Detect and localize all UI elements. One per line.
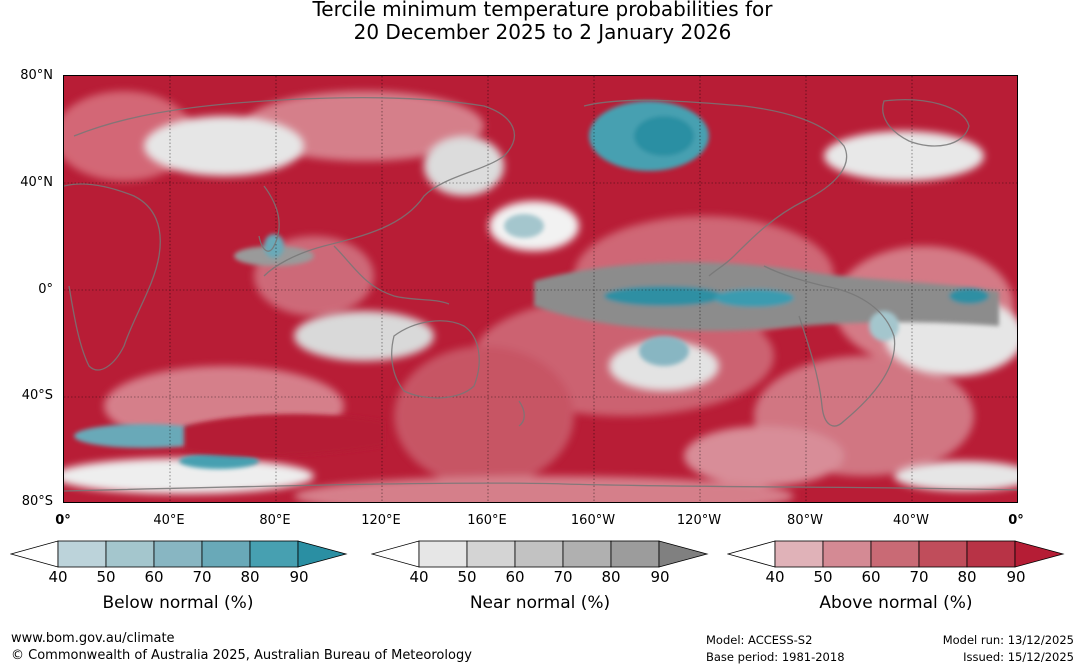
lat-label-equator: 0° — [38, 282, 53, 297]
lon-label-0-left: 0° — [55, 513, 71, 528]
map-title-line1: Tercile minimum temperature probabilitie… — [312, 0, 773, 21]
near-tick-40: 40 — [409, 568, 429, 586]
issued-date: Issued: 15/12/2025 — [963, 650, 1074, 664]
base-period: Base period: 1981-2018 — [706, 650, 845, 664]
probability-map — [63, 75, 1018, 503]
below-colorbar-high-extension — [297, 540, 348, 568]
below-tick-40: 40 — [48, 568, 68, 586]
above-colorbar-low-extension — [727, 540, 776, 568]
lon-label-80e: 80°E — [259, 513, 291, 528]
above-normal-southern-ocean — [184, 414, 384, 457]
near-tick-90: 90 — [650, 568, 670, 586]
above-tick-50: 50 — [813, 568, 833, 586]
above-colorbar-segment — [822, 540, 872, 568]
map-title-line2: 20 December 2025 to 2 January 2026 — [353, 20, 732, 44]
near-normal-colorbar — [371, 540, 709, 568]
lon-label-160e: 160°E — [467, 513, 507, 528]
above-colorbar-high-extension — [1014, 540, 1065, 568]
graticule — [64, 76, 1017, 502]
below-colorbar-low-extension — [10, 540, 59, 568]
below-colorbar-segment — [153, 540, 203, 568]
below-normal-label: Below normal (%) — [102, 593, 254, 613]
lon-label-0-right: 0° — [1008, 513, 1024, 528]
above-tick-40: 40 — [765, 568, 785, 586]
near-colorbar-segment — [610, 540, 660, 568]
lon-label-160w: 160°W — [570, 513, 616, 528]
lon-label-80w: 80°W — [787, 513, 823, 528]
model-name: Model: ACCESS-S2 — [706, 633, 813, 647]
near-colorbar-segment — [466, 540, 516, 568]
map-canvas — [64, 76, 1017, 502]
below-tick-80: 80 — [240, 568, 260, 586]
above-colorbar-segment — [870, 540, 920, 568]
near-tick-50: 50 — [457, 568, 477, 586]
below-tick-50: 50 — [96, 568, 116, 586]
below-tick-90: 90 — [289, 568, 309, 586]
near-colorbar-segment — [418, 540, 468, 568]
lon-label-40e: 40°E — [153, 513, 185, 528]
above-normal-colorbar — [727, 540, 1065, 568]
lon-label-120w: 120°W — [676, 513, 722, 528]
model-run-date: Model run: 13/12/2025 — [942, 633, 1074, 647]
coastlines — [64, 97, 1017, 492]
above-colorbar-segment — [918, 540, 968, 568]
near-tick-60: 60 — [505, 568, 525, 586]
near-colorbar-low-extension — [371, 540, 420, 568]
below-colorbar-segment — [201, 540, 251, 568]
near-tick-80: 80 — [601, 568, 621, 586]
lat-label-40s: 40°S — [21, 388, 53, 403]
above-tick-80: 80 — [957, 568, 977, 586]
near-normal-label: Near normal (%) — [469, 593, 611, 613]
lat-label-40n: 40°N — [20, 175, 53, 190]
below-normal-regions — [74, 101, 899, 469]
near-tick-70: 70 — [553, 568, 573, 586]
above-colorbar-segment — [774, 540, 824, 568]
copyright-text: © Commonwealth of Australia 2025, Austra… — [11, 648, 472, 663]
below-colorbar-segment — [57, 540, 107, 568]
near-colorbar-high-extension — [658, 540, 709, 568]
above-tick-60: 60 — [861, 568, 881, 586]
lon-label-40w: 40°W — [893, 513, 929, 528]
below-tick-60: 60 — [144, 568, 164, 586]
lat-label-80s: 80°S — [21, 494, 53, 509]
below-colorbar-segment — [249, 540, 299, 568]
above-normal-label: Above normal (%) — [819, 593, 973, 613]
above-tick-70: 70 — [909, 568, 929, 586]
website-link[interactable]: www.bom.gov.au/climate — [11, 631, 175, 646]
above-colorbar-segment — [966, 540, 1016, 568]
below-colorbar-segment — [105, 540, 155, 568]
near-colorbar-segment — [562, 540, 612, 568]
lat-label-80n: 80°N — [20, 68, 53, 83]
lon-label-120e: 120°E — [361, 513, 401, 528]
below-normal-colorbar — [10, 540, 348, 568]
below-tick-70: 70 — [192, 568, 212, 586]
near-colorbar-segment — [514, 540, 564, 568]
above-tick-90: 90 — [1006, 568, 1026, 586]
